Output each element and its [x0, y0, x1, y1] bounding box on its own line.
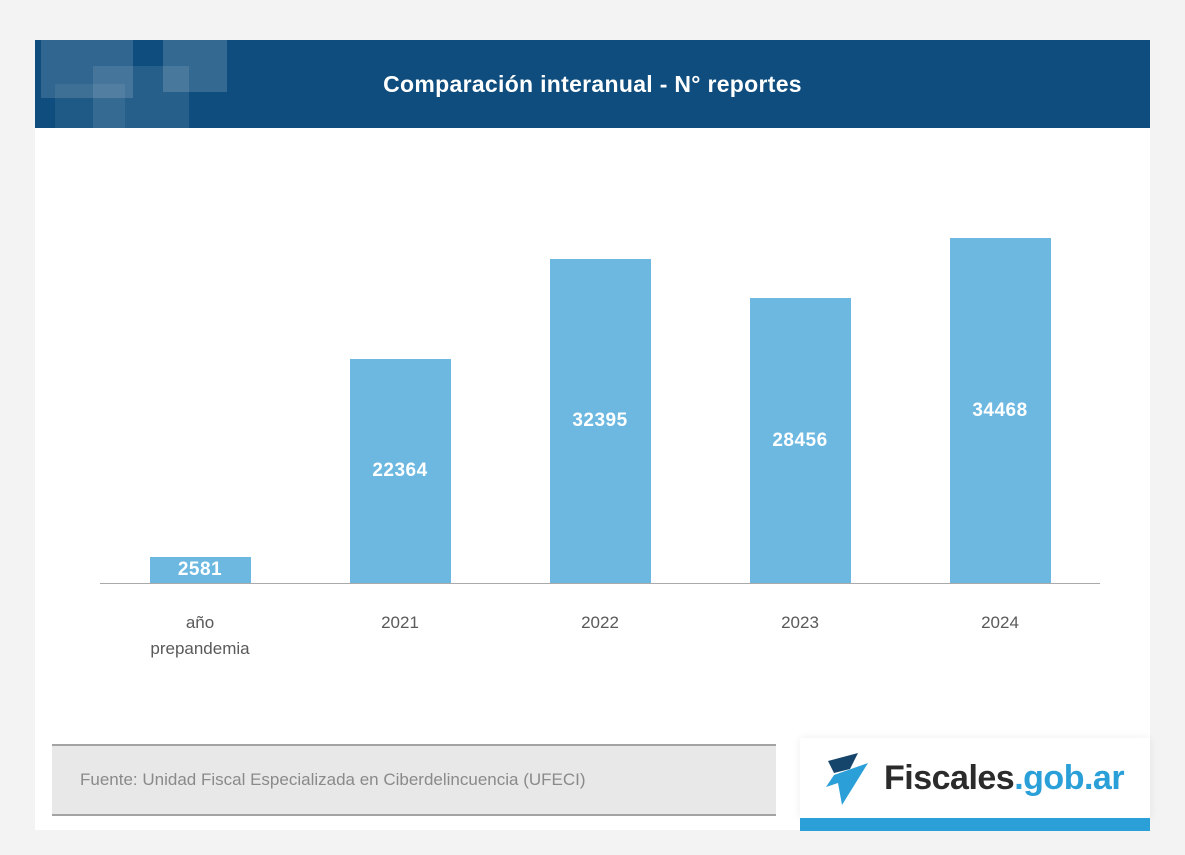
bar-value-label: 32395	[572, 410, 628, 432]
bar-column: 28456	[700, 233, 900, 583]
bar-2022: 32395	[549, 259, 651, 583]
bar-value-label: 34468	[972, 399, 1028, 421]
x-axis-line	[100, 583, 1100, 584]
logo-name: Fiscales	[884, 758, 1015, 797]
logo-underline-bar	[800, 818, 1150, 831]
bar-2023: 28456	[749, 298, 851, 583]
category-label: 2023	[781, 613, 819, 632]
bar-value-label: 28456	[772, 429, 828, 451]
category-label: 2021	[381, 613, 419, 632]
category-label: 2022	[581, 613, 619, 632]
bar-column: 22364	[300, 233, 500, 583]
bar-2021: 22364	[349, 359, 451, 583]
category-label: 2024	[981, 613, 1019, 632]
chart-header: Comparación interanual - N° reportes	[35, 40, 1150, 128]
source-text: Fuente: Unidad Fiscal Especializada en C…	[80, 770, 586, 789]
logo-suffix: .gob.ar	[1014, 758, 1125, 797]
logo: Fiscales.gob.ar	[800, 738, 1150, 818]
category-label: año prepandemia	[150, 613, 250, 658]
chart-title: Comparación interanual - N° reportes	[383, 70, 802, 97]
source-box: Fuente: Unidad Fiscal Especializada en C…	[52, 744, 776, 816]
fiscales-logo-icon	[826, 753, 868, 805]
plot-area: 2581 22364 32395 28456 34468	[100, 233, 1100, 584]
bar-column: 2581	[100, 233, 300, 583]
bar-value-label: 2581	[177, 559, 223, 581]
header-decoration	[55, 84, 125, 128]
bar-año-prepandemia: 2581	[149, 557, 251, 583]
category-labels: año prepandemia 2021 2022 2023 2024	[100, 610, 1100, 662]
header-decoration	[163, 40, 227, 92]
bar-value-label: 22364	[372, 460, 428, 482]
bar-column: 34468	[900, 233, 1100, 583]
header-decoration	[93, 66, 189, 128]
chart-panel: 2581 22364 32395 28456 34468 año prepandemia…	[35, 128, 1150, 831]
header-decoration	[41, 40, 133, 98]
bar-2024: 34468	[949, 238, 1051, 583]
bar-column: 32395	[500, 233, 700, 583]
logo-text: Fiscales.gob.ar	[884, 758, 1125, 798]
